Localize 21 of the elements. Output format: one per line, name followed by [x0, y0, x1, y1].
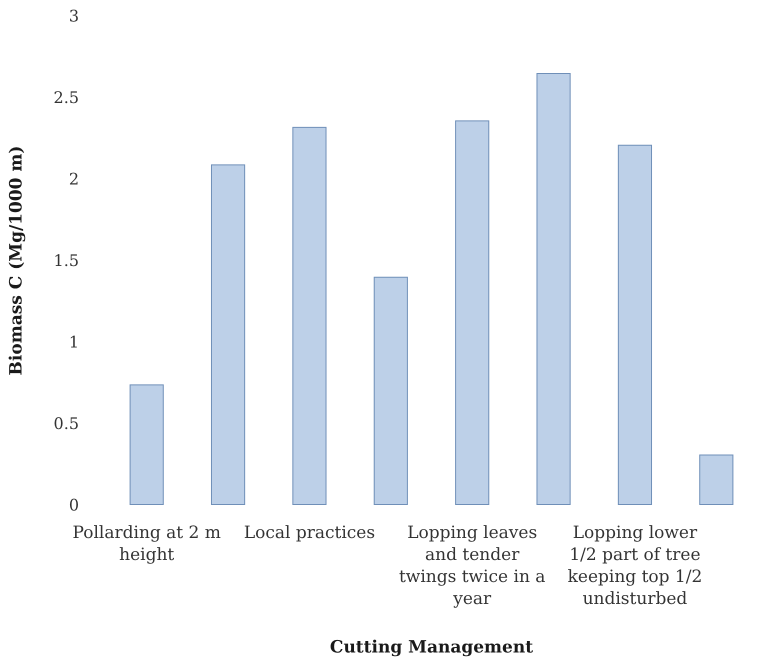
y-tick-label: 2.5	[54, 88, 79, 107]
y-tick-label: 0.5	[54, 414, 79, 433]
x-tick-label: Lopping leaves and tender twings twice in a year	[398, 523, 546, 609]
bar	[536, 73, 571, 505]
y-tick-label: 0	[68, 496, 79, 514]
bar	[699, 454, 734, 505]
x-tick-label: Lopping lower 1/2 part of tree keeping top 1/2 undisturbed	[568, 523, 702, 609]
y-axis-title: Biomass C (Mg/1000 m)	[6, 146, 26, 376]
bar	[210, 164, 246, 505]
bar	[130, 384, 164, 505]
bar	[374, 276, 408, 505]
x-axis-title: Cutting Management	[330, 638, 534, 658]
bar	[292, 126, 327, 505]
y-tick-label: 1	[68, 332, 79, 352]
bar	[618, 144, 652, 505]
bar	[455, 120, 490, 505]
x-tick-label: Pollarding at 2 m height	[72, 523, 221, 565]
x-tick-label: Local practices	[244, 523, 376, 543]
y-tick-label: 3	[68, 6, 79, 26]
y-tick-label: 2	[68, 170, 79, 188]
y-tick-label: 1.5	[54, 251, 79, 270]
